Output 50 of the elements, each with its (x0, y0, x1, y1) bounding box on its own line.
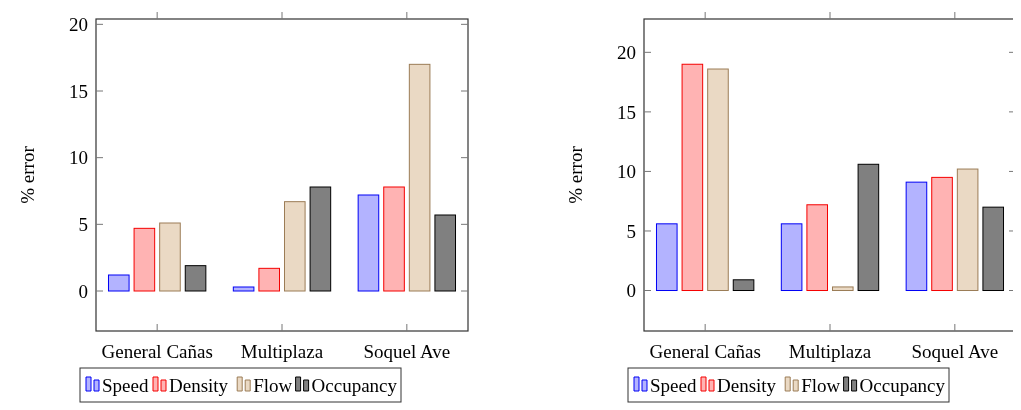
y-tick-label: 20 (617, 41, 636, 63)
x-tick-label: Soquel Ave (911, 341, 999, 362)
bar (832, 286, 854, 292)
bar (857, 163, 880, 292)
bar (956, 168, 979, 292)
bar (309, 186, 332, 292)
legend-label: Occupancy (311, 375, 398, 396)
bar (232, 286, 255, 292)
bar (982, 206, 1005, 292)
legend-label: Density (717, 375, 777, 396)
y-tick-label: 20 (69, 13, 88, 35)
bar (681, 63, 704, 292)
bar (408, 63, 431, 292)
legend-label: Flow (801, 375, 841, 396)
bar (806, 204, 828, 292)
bar (905, 181, 928, 292)
bar (707, 68, 729, 292)
y-tick-label: 5 (626, 220, 636, 242)
x-tick-label: Multiplaza (240, 341, 324, 362)
legend-label: Speed (102, 375, 149, 396)
x-tick-label: General Cañas (649, 341, 761, 362)
y-tick-label: 15 (617, 101, 636, 123)
legend-label: Flow (253, 375, 293, 396)
y-tick-label: 10 (69, 147, 88, 169)
bar (434, 214, 457, 292)
x-tick-label: Multiplaza (788, 341, 872, 362)
bar (732, 279, 755, 292)
bar (655, 223, 678, 292)
y-tick-label: 0 (626, 280, 636, 302)
bar (357, 194, 380, 292)
bar (184, 265, 207, 292)
y-axis-title: % error (565, 145, 586, 204)
y-axis-title: % error (17, 145, 38, 204)
x-tick-label: Soquel Ave (363, 341, 451, 362)
bar (284, 201, 306, 292)
y-tick-label: 5 (78, 213, 88, 235)
x-tick-label: General Cañas (101, 341, 213, 362)
bar (258, 267, 280, 292)
bar (780, 223, 803, 292)
bar (159, 222, 181, 292)
y-tick-label: 10 (617, 161, 636, 183)
y-tick-label: 15 (69, 80, 88, 102)
bar (931, 176, 953, 292)
legend-label: Speed (650, 375, 697, 396)
y-tick-label: 0 (78, 280, 88, 302)
legend-label: Density (169, 375, 229, 396)
bar (383, 186, 405, 292)
bar (107, 274, 130, 292)
legend-label: Occupancy (859, 375, 946, 396)
bar (133, 227, 156, 292)
